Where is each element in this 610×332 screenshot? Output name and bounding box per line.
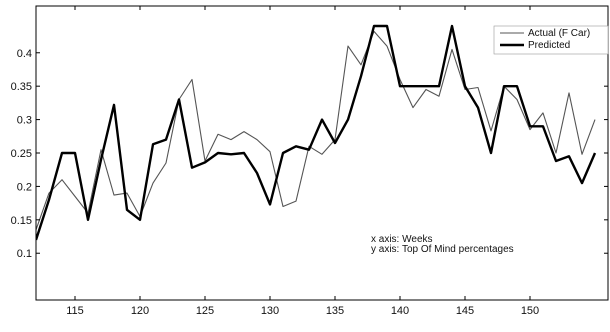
x-tick-label: 135 [326,305,344,317]
legend-label-predicted: Predicted [528,40,570,51]
legend: Actual (F Car) Predicted [493,25,609,55]
note-y-axis: y axis: Top Of Mind percentages [371,244,514,255]
x-tick-label: 120 [131,305,149,317]
y-tick-label: 0.1 [17,248,32,260]
series-line-actual [36,30,596,230]
plot-layer [36,24,597,241]
x-tick-label: 150 [521,305,539,317]
axis-layer: 0.1 0.15 0.2 0.25 0.3 0.35 0.4 115 120 125 130 135 1… [11,5,609,317]
y-tick-label: 0.3 [17,115,32,127]
x-tick-label: 140 [391,305,409,317]
x-tick-label: 115 [66,305,84,317]
y-tick-label: 0.2 [17,181,32,193]
series-line-predicted [36,24,597,241]
y-tick-label: 0.35 [11,81,32,93]
axis-note: x axis: Weeks y axis: Top Of Mind percen… [371,234,514,255]
legend-label-actual: Actual (F Car) [528,28,590,39]
note-x-axis: x axis: Weeks [371,234,433,245]
x-tick-label: 125 [196,305,214,317]
y-tick-label: 0.15 [11,215,32,227]
y-tick-label: 0.4 [17,48,32,60]
y-tick-label: 0.25 [11,148,32,160]
legend-box [493,25,609,55]
x-tick-label: 145 [456,305,474,317]
x-tick-label: 130 [261,305,279,317]
